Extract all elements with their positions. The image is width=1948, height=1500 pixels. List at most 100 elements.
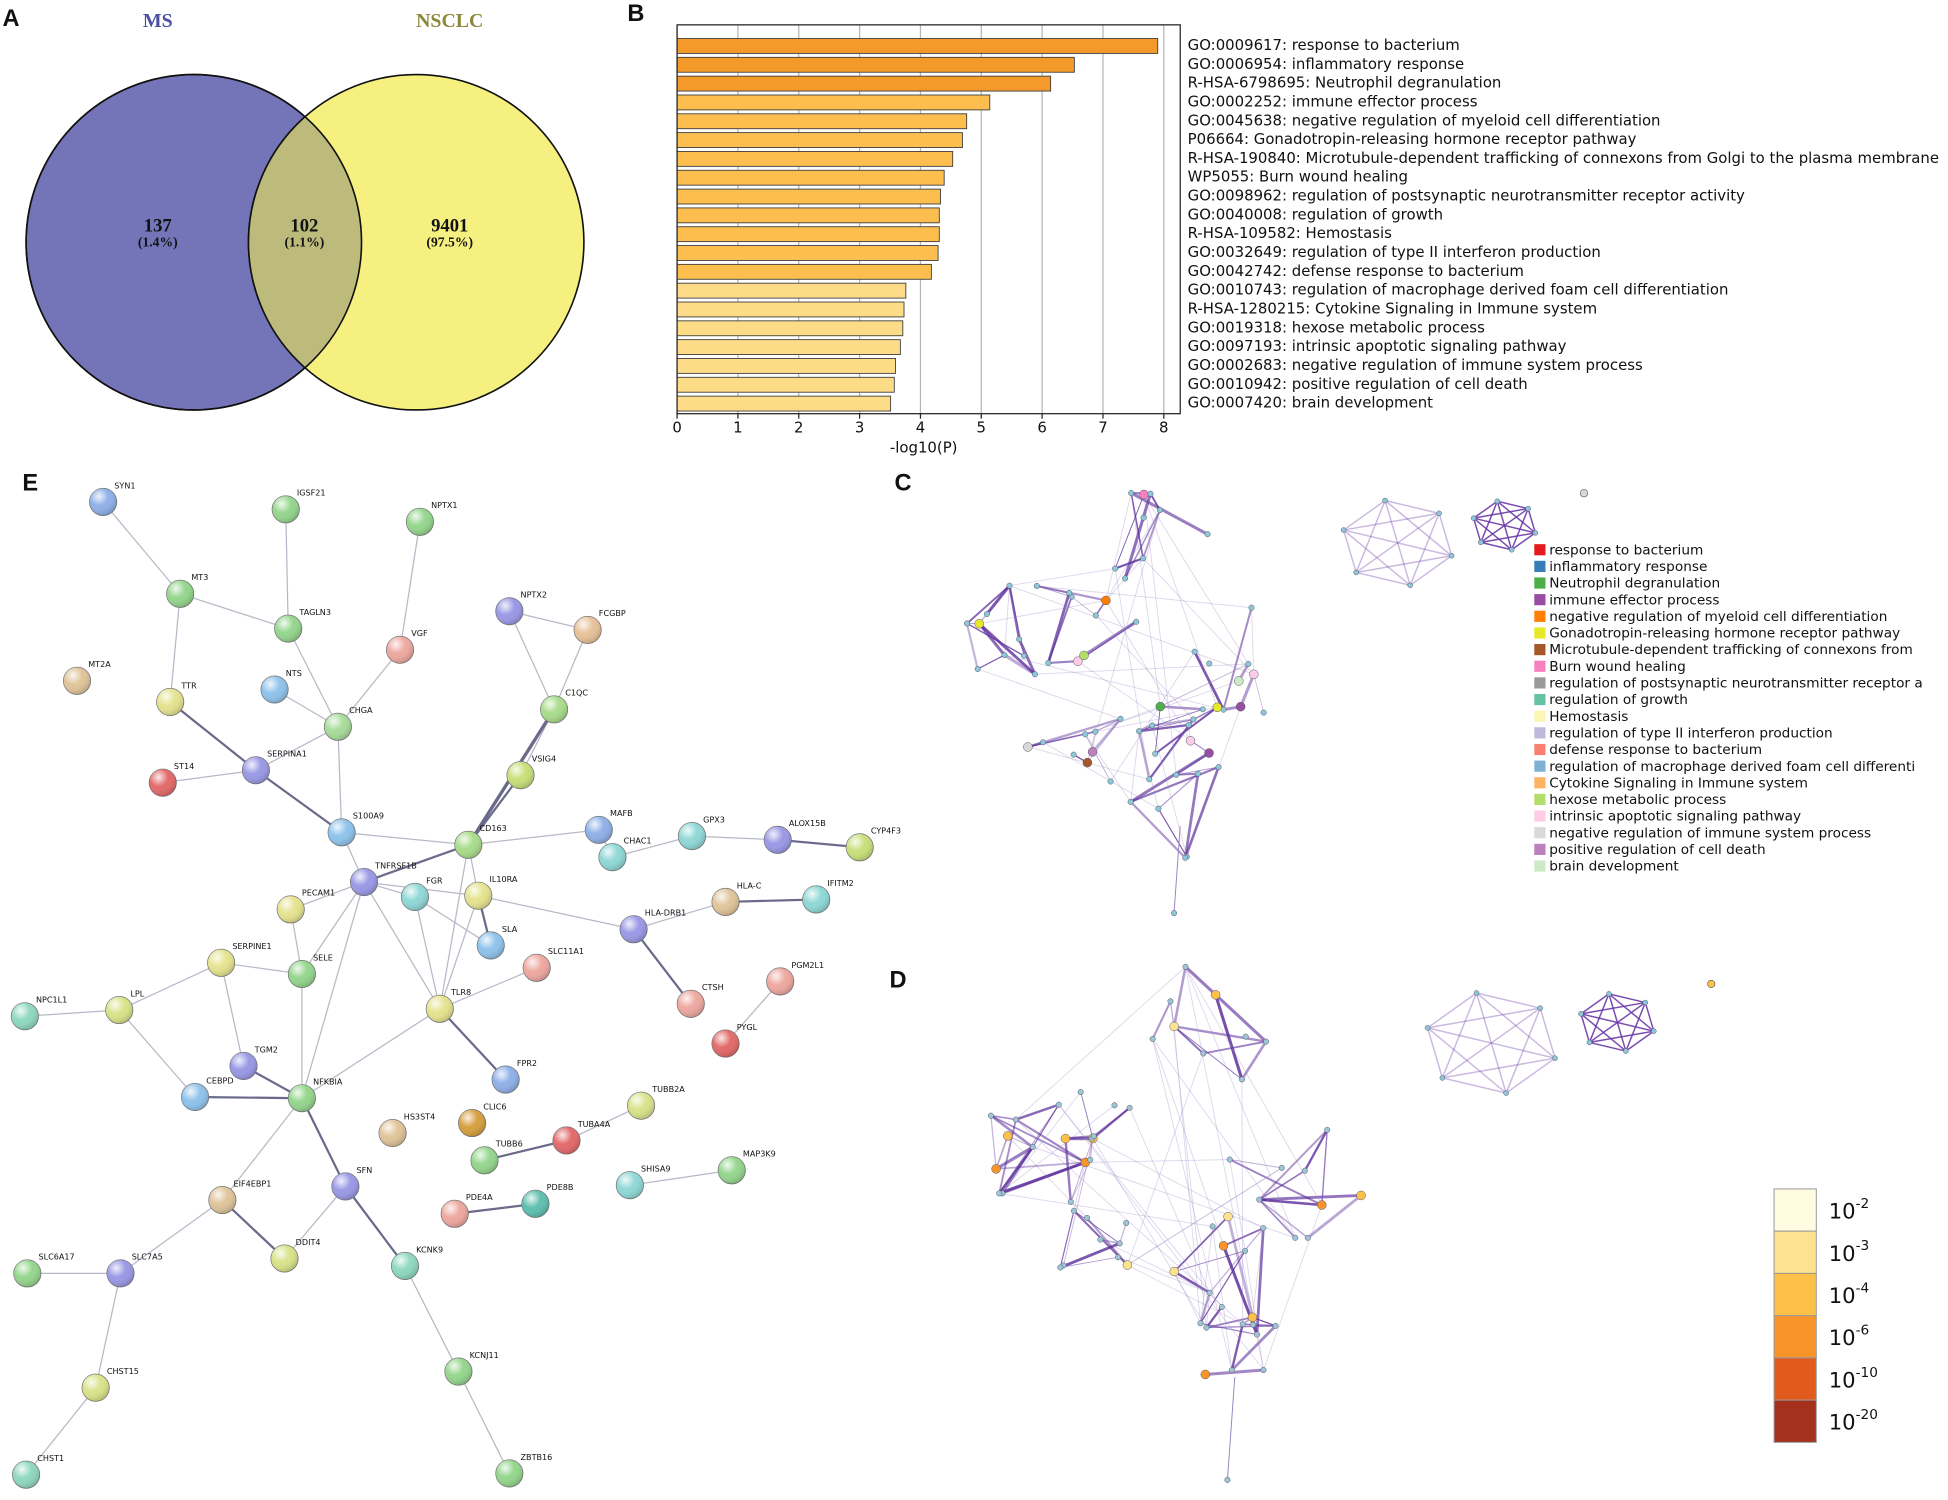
network-node [1250, 1321, 1257, 1328]
network-node [1249, 669, 1259, 680]
node-shine [327, 818, 356, 847]
network-node [1040, 739, 1046, 746]
network-node [974, 619, 984, 629]
network-edge [1625, 1030, 1655, 1052]
category-label: P06664: Gonadotropin-releasing hormone r… [1188, 130, 1637, 148]
network-edge [1173, 1026, 1201, 1324]
network-node [1029, 1144, 1036, 1151]
network-edge [977, 654, 1005, 670]
node-label: MT2A [88, 660, 111, 669]
node-label: PECAM1 [302, 889, 335, 898]
node-shine [521, 1190, 550, 1218]
node-label: MT3 [191, 573, 208, 582]
network-edge [1143, 494, 1218, 708]
network-edge [1123, 493, 1152, 579]
network-edge [1200, 1226, 1214, 1324]
network-edge [1042, 706, 1218, 743]
node-shine [627, 1092, 655, 1120]
color-scale-box [1773, 1399, 1817, 1443]
node-shine [288, 960, 316, 988]
node-label: CHAC1 [624, 837, 652, 846]
network-node [1155, 701, 1166, 712]
network-node [1156, 507, 1163, 514]
legend-label: regulation of macrophage derived foam ce… [1549, 759, 1915, 775]
node-shine [477, 931, 505, 960]
network-edge [985, 584, 1011, 615]
network-node [1126, 1104, 1133, 1111]
node-label: HLA-DRB1 [645, 909, 686, 918]
network-edge [1157, 773, 1199, 810]
node-label: ALOX15B [789, 819, 826, 828]
legend-label: Neutrophil degranulation [1549, 576, 1720, 592]
network-node [1470, 515, 1477, 521]
network-node [1494, 498, 1501, 505]
string-edge [221, 1199, 286, 1260]
network-node [1242, 1247, 1249, 1254]
network-edge [965, 623, 979, 670]
network-edge [1149, 493, 1161, 511]
label-base: 10 [1829, 1410, 1856, 1435]
label-base: 10 [1829, 1283, 1856, 1308]
node-shine [12, 1460, 40, 1489]
node-label: SERPINA1 [267, 750, 307, 759]
network-node [1552, 1055, 1558, 1061]
node-shine [277, 895, 305, 924]
network-node [1169, 1266, 1179, 1277]
x-tick-label: 8 [1159, 419, 1168, 437]
network-edge [1160, 705, 1203, 711]
network-edge [1157, 808, 1188, 857]
bar [676, 226, 940, 243]
network-edge [1008, 585, 1021, 640]
network-node [1642, 999, 1649, 1006]
network-edge [1001, 1091, 1082, 1194]
network-node [1278, 1164, 1285, 1171]
network-edge [1139, 719, 1194, 732]
network-node [1070, 751, 1077, 758]
set-title: MS [143, 10, 173, 32]
node-label: MAP3K9 [743, 1150, 776, 1159]
bar [676, 263, 932, 280]
network-node [1127, 798, 1134, 805]
node-shine [802, 885, 830, 914]
node-label: ST14 [174, 762, 194, 771]
network-edge [1143, 494, 1177, 775]
network-edge [1226, 1377, 1236, 1480]
legend-swatch [1534, 743, 1546, 756]
x-tick-label: 5 [977, 419, 986, 437]
network-node [1260, 709, 1267, 716]
network-edge [1253, 674, 1265, 713]
category-label: GO:0019318: hexose metabolic process [1188, 318, 1485, 336]
node-label: VGF [411, 629, 428, 638]
label-base: 10 [1829, 1325, 1856, 1350]
string-edge [25, 1387, 97, 1476]
category-label: GO:0002252: immune effector process [1188, 92, 1478, 110]
node-shine [585, 816, 613, 844]
string-edge [341, 831, 469, 846]
network-edge [1091, 717, 1122, 753]
node-shine [678, 822, 706, 850]
string-edge [300, 1097, 347, 1187]
node-label: CEBPD [206, 1076, 233, 1085]
network-node [1248, 604, 1255, 611]
category-label: GO:0002683: negative regulation of immun… [1188, 356, 1643, 374]
string-edge [725, 898, 817, 904]
node-label: CHST1 [37, 1454, 64, 1463]
network-edge [1608, 993, 1646, 1004]
network-node [1218, 1303, 1225, 1310]
bar [676, 395, 892, 412]
network-edge [1321, 1129, 1328, 1206]
legend-swatch [1534, 710, 1546, 722]
network-edge [1059, 1210, 1075, 1268]
network-node [964, 620, 970, 627]
network-edge [1303, 1129, 1329, 1172]
network-edge [1472, 517, 1482, 543]
network-edge [1129, 801, 1187, 859]
category-label: R-HSA-109582: Hemostasis [1188, 224, 1392, 242]
node-shine [260, 675, 289, 704]
node-shine [495, 597, 524, 625]
legend-label: Microtubule-dependent trafficking of con… [1549, 642, 1913, 658]
bar [676, 376, 895, 393]
node-label: FPR2 [517, 1059, 537, 1068]
network-node [1031, 671, 1038, 678]
network-node [1016, 636, 1023, 643]
